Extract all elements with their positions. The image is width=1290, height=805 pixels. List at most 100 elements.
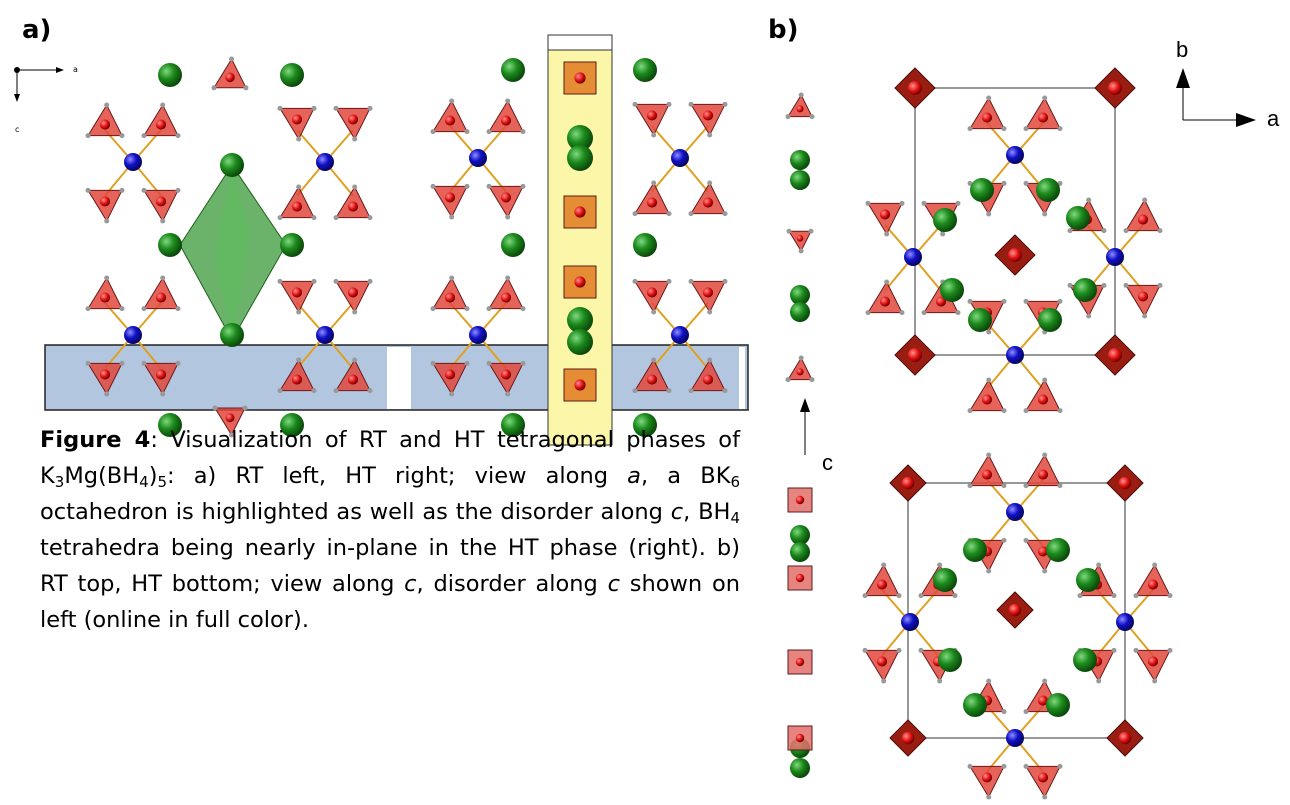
h-atom [1024, 126, 1029, 131]
atom [1119, 732, 1132, 745]
h-atom [86, 361, 91, 366]
h-atom [120, 188, 125, 193]
h-atom [1002, 299, 1007, 304]
caption-run: c [671, 499, 683, 525]
atom [797, 235, 804, 242]
h-atom [1002, 538, 1007, 543]
h-atom [120, 361, 125, 366]
h-atom [1152, 679, 1157, 684]
h-atom [863, 648, 868, 653]
h-atom [465, 306, 470, 311]
atom [647, 110, 657, 120]
h-atom [521, 129, 526, 134]
h-atom [651, 358, 656, 363]
figure: a) b) a c b a c [0, 0, 1290, 805]
h-atom [1042, 212, 1047, 217]
h-atom [278, 279, 283, 284]
h-atom [986, 453, 991, 458]
atom [796, 734, 804, 742]
atom [220, 153, 244, 177]
atom [904, 248, 922, 266]
h-atom [707, 310, 712, 315]
h-atom [368, 215, 373, 220]
h-atom [633, 388, 638, 393]
h-atom [1042, 96, 1047, 101]
atom [796, 658, 804, 666]
h-atom [521, 306, 526, 311]
panel-label: a) [22, 15, 51, 45]
h-atom [723, 279, 728, 284]
h-atom [120, 306, 125, 311]
h-atom [142, 306, 147, 311]
h-atom [86, 188, 91, 193]
h-atom [1002, 181, 1007, 186]
h-atom [160, 219, 165, 224]
h-atom [1096, 563, 1101, 568]
h-atom [1078, 593, 1083, 598]
atom [908, 81, 922, 95]
h-atom [968, 764, 973, 769]
caption-run: Figure 4 [40, 427, 150, 453]
h-atom [176, 188, 181, 193]
axis-label: a [1267, 106, 1280, 131]
h-atom [296, 185, 301, 190]
h-atom [431, 306, 436, 311]
h-atom [352, 358, 357, 363]
h-atom [160, 392, 165, 397]
atom [1066, 206, 1090, 230]
atom [1106, 248, 1124, 266]
h-atom [1024, 764, 1029, 769]
atom [647, 287, 657, 297]
h-atom [723, 211, 728, 216]
h-atom [810, 114, 815, 119]
atom [703, 197, 713, 207]
h-atom [809, 229, 814, 234]
h-atom [1112, 593, 1117, 598]
h-atom [1042, 569, 1047, 574]
caption-run: 6 [730, 473, 740, 491]
atom [1073, 648, 1097, 672]
h-atom [296, 310, 301, 315]
h-atom [1024, 408, 1029, 413]
h-atom [1086, 198, 1091, 203]
h-atom [1058, 764, 1063, 769]
atom [902, 477, 915, 490]
atom [501, 192, 511, 202]
atom [1038, 772, 1048, 782]
h-atom [799, 249, 804, 254]
h-atom [160, 103, 165, 108]
h-atom [160, 276, 165, 281]
h-atom [968, 483, 973, 488]
h-atom [368, 279, 373, 284]
atom [1116, 613, 1134, 631]
atom [880, 209, 890, 219]
h-atom [521, 184, 526, 189]
atom [982, 394, 992, 404]
h-atom [449, 392, 454, 397]
atom [963, 693, 987, 717]
h-atom [884, 232, 889, 237]
h-atom [1024, 299, 1029, 304]
h-atom [881, 563, 886, 568]
h-atom [866, 201, 871, 206]
atom [1038, 469, 1048, 479]
atom [933, 568, 957, 592]
h-atom [1002, 764, 1007, 769]
h-atom [244, 85, 249, 90]
h-atom [897, 648, 902, 653]
caption-run: c [608, 571, 620, 597]
arrow-head [800, 398, 810, 412]
atom [469, 326, 487, 344]
atom [100, 369, 110, 379]
h-atom [312, 106, 317, 111]
atom [100, 119, 110, 129]
atom [501, 58, 525, 82]
h-atom [968, 299, 973, 304]
h-atom [986, 795, 991, 800]
atom [292, 287, 302, 297]
atom [158, 63, 182, 87]
atom [877, 656, 887, 666]
atom [796, 105, 803, 112]
h-atom [449, 99, 454, 104]
h-atom [368, 388, 373, 393]
